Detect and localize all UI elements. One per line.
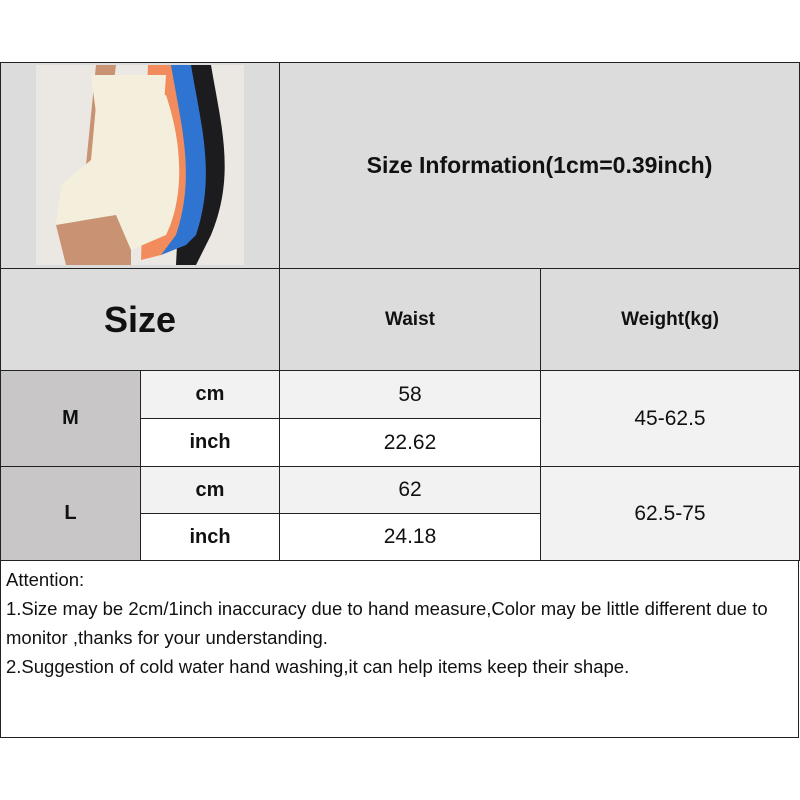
attention-heading: Attention: — [6, 569, 85, 590]
waist-m-cm: 58 — [279, 370, 541, 419]
weight-l: 62.5-75 — [540, 466, 800, 561]
column-header-waist: Waist — [279, 268, 541, 371]
unit-cm-label: cm — [140, 370, 280, 419]
note-line-1: 1.Size may be 2cm/1inch inaccuracy due t… — [6, 598, 773, 648]
unit-cm-label: cm — [140, 466, 280, 514]
size-m-label: M — [0, 370, 141, 467]
note-line-2: 2.Suggestion of cold water hand washing,… — [6, 656, 630, 677]
weight-m: 45-62.5 — [540, 370, 800, 467]
size-l-label: L — [0, 466, 141, 561]
attention-notes: Attention: 1.Size may be 2cm/1inch inacc… — [0, 560, 799, 738]
waist-m-inch: 22.62 — [279, 418, 541, 467]
size-info-title: Size Information(1cm=0.39inch) — [279, 62, 800, 269]
size-header: Size — [0, 268, 280, 371]
column-header-weight: Weight(kg) — [540, 268, 800, 371]
waist-l-inch: 24.18 — [279, 513, 541, 561]
unit-inch-label: inch — [140, 513, 280, 561]
product-photo — [36, 65, 244, 265]
unit-inch-label: inch — [140, 418, 280, 467]
waist-l-cm: 62 — [279, 466, 541, 514]
